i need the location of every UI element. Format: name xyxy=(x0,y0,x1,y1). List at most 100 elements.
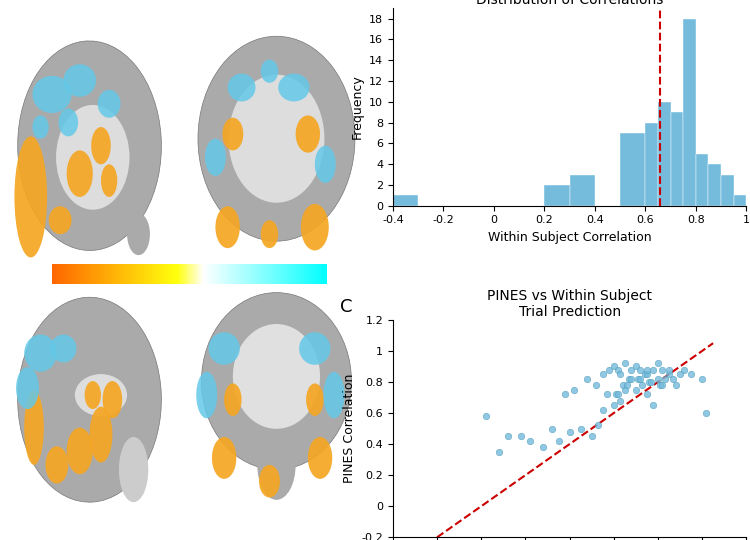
Bar xyxy=(326,264,327,285)
Bar xyxy=(226,264,227,285)
Bar xyxy=(172,264,174,285)
Bar xyxy=(127,264,128,285)
Point xyxy=(621,381,633,389)
Bar xyxy=(242,264,244,285)
Bar xyxy=(71,264,73,285)
Bar xyxy=(168,264,170,285)
Bar xyxy=(300,264,302,285)
Bar xyxy=(270,264,271,285)
Bar xyxy=(187,264,188,285)
Point xyxy=(586,432,598,441)
Bar xyxy=(108,264,109,285)
Bar xyxy=(246,264,248,285)
Point xyxy=(654,381,666,389)
Bar xyxy=(153,264,154,285)
Bar xyxy=(59,264,61,285)
Point xyxy=(640,390,652,399)
Bar xyxy=(325,264,326,285)
Point xyxy=(658,375,670,383)
Point xyxy=(656,381,668,389)
Ellipse shape xyxy=(101,164,117,197)
Bar xyxy=(73,264,74,285)
Bar xyxy=(311,264,312,285)
Ellipse shape xyxy=(229,75,325,202)
Bar xyxy=(287,264,289,285)
Bar xyxy=(76,264,77,285)
Bar xyxy=(70,264,71,285)
Bar xyxy=(683,18,696,206)
Bar xyxy=(257,264,258,285)
Bar xyxy=(295,264,296,285)
Bar xyxy=(310,264,311,285)
Bar xyxy=(136,264,137,285)
Text: A: A xyxy=(15,22,27,39)
Bar xyxy=(696,154,709,206)
Bar xyxy=(209,264,210,285)
Bar xyxy=(105,264,106,285)
Bar xyxy=(139,264,140,285)
Bar xyxy=(307,264,308,285)
Bar xyxy=(248,264,249,285)
Bar xyxy=(170,264,171,285)
Bar xyxy=(292,264,293,285)
Bar xyxy=(235,264,236,285)
Ellipse shape xyxy=(58,109,78,137)
Ellipse shape xyxy=(64,64,96,97)
Bar xyxy=(69,264,70,285)
Bar xyxy=(645,123,658,206)
Bar xyxy=(86,264,87,285)
Bar xyxy=(308,264,310,285)
Point xyxy=(652,359,664,368)
Bar xyxy=(131,264,133,285)
Bar xyxy=(241,264,242,285)
Bar xyxy=(177,264,178,285)
Point xyxy=(674,370,686,379)
Bar xyxy=(314,264,315,285)
Ellipse shape xyxy=(103,381,122,418)
Point xyxy=(581,375,593,383)
Bar xyxy=(143,264,145,285)
Bar xyxy=(183,264,184,285)
Bar xyxy=(221,264,223,285)
Point xyxy=(670,381,682,389)
Text: B: B xyxy=(340,0,352,2)
Bar xyxy=(274,264,276,285)
Bar xyxy=(244,264,245,285)
Bar xyxy=(323,264,324,285)
Bar xyxy=(302,264,303,285)
Bar xyxy=(289,264,290,285)
Bar xyxy=(68,264,70,285)
Bar xyxy=(185,264,187,285)
Point xyxy=(668,375,680,383)
Bar xyxy=(309,264,310,285)
Bar xyxy=(250,264,251,285)
Ellipse shape xyxy=(14,137,47,258)
Ellipse shape xyxy=(259,465,280,497)
Bar xyxy=(312,264,314,285)
Ellipse shape xyxy=(67,428,93,474)
Ellipse shape xyxy=(301,204,328,251)
Point xyxy=(590,381,602,389)
Bar xyxy=(218,264,220,285)
Bar xyxy=(152,264,153,285)
Bar xyxy=(80,264,82,285)
Bar xyxy=(164,264,166,285)
Ellipse shape xyxy=(315,146,336,183)
Bar xyxy=(245,264,247,285)
Bar xyxy=(107,264,108,285)
Bar xyxy=(96,264,98,285)
Bar xyxy=(296,264,298,285)
Point xyxy=(626,375,638,383)
Bar xyxy=(213,264,214,285)
Bar xyxy=(210,264,212,285)
Bar xyxy=(161,264,162,285)
Bar xyxy=(202,264,203,285)
Ellipse shape xyxy=(18,41,161,251)
Bar xyxy=(133,264,134,285)
Ellipse shape xyxy=(228,73,256,102)
Bar xyxy=(154,264,156,285)
Bar xyxy=(544,185,569,206)
Bar xyxy=(134,264,135,285)
Bar xyxy=(199,264,200,285)
Bar xyxy=(217,264,218,285)
